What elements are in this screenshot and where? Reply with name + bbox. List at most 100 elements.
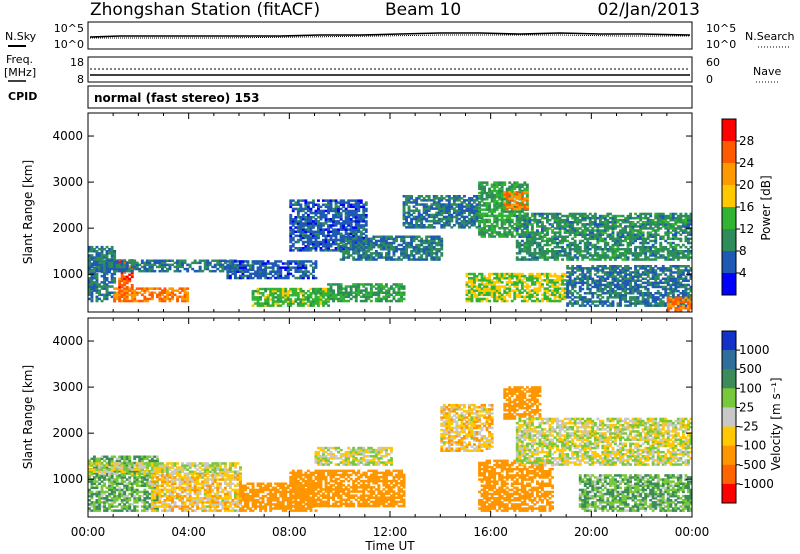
heatmap-cell	[133, 267, 137, 271]
heatmap-cell	[626, 250, 630, 253]
heatmap-cell	[377, 239, 381, 243]
heatmap-cell	[249, 276, 252, 280]
heatmap-cell	[329, 289, 333, 292]
heatmap-cell	[261, 272, 265, 276]
heatmap-cell	[445, 219, 449, 223]
heatmap-cell	[546, 295, 549, 299]
heatmap-cell	[412, 248, 416, 251]
heatmap-cell	[410, 235, 413, 238]
heatmap-cell	[420, 250, 424, 253]
heatmap-cell	[588, 277, 592, 280]
heatmap-cell	[556, 245, 559, 249]
heatmap-cell	[379, 289, 383, 292]
heatmap-cell	[473, 221, 476, 225]
heatmap-cell	[478, 222, 481, 226]
heatmap-cell	[264, 274, 268, 278]
heatmap-cell	[113, 279, 117, 282]
heatmap-cell	[379, 283, 383, 286]
heatmap-cell	[301, 266, 305, 269]
heatmap-cell	[644, 252, 648, 255]
heatmap-cell	[309, 296, 313, 299]
heatmap-cell	[256, 287, 260, 291]
heatmap-cell	[578, 281, 582, 285]
heatmap-cell	[317, 222, 320, 225]
heatmap-cell	[546, 256, 549, 259]
heatmap-cell	[548, 223, 552, 226]
heatmap-cell	[616, 283, 620, 287]
heatmap-cell	[619, 300, 622, 303]
heatmap-cell	[289, 304, 293, 307]
heatmap-cell	[558, 297, 562, 301]
heatmap-cell	[125, 291, 129, 294]
heatmap-cell	[296, 270, 300, 273]
heatmap-cell	[133, 261, 137, 265]
heatmap-cell	[123, 275, 127, 279]
heatmap-cell	[327, 304, 330, 307]
heatmap-cell	[246, 270, 250, 273]
heatmap-cell	[523, 221, 527, 224]
heatmap-cell	[407, 215, 411, 219]
heatmap-cell	[362, 224, 366, 227]
heatmap-cell	[571, 271, 575, 274]
heatmap-cell	[264, 298, 268, 301]
heatmap-cell	[495, 204, 499, 207]
heatmap-cell	[405, 221, 408, 225]
heatmap-cell	[568, 275, 572, 278]
heatmap-cell	[276, 260, 280, 263]
heatmap-cell	[276, 300, 280, 303]
heatmap-cell	[332, 238, 335, 242]
heatmap-cell	[588, 289, 592, 293]
heatmap-cell	[518, 258, 522, 261]
heatmap-cell	[503, 198, 507, 201]
heatmap-cell	[490, 272, 494, 276]
heatmap-cell	[435, 258, 439, 261]
heatmap-cell	[508, 279, 512, 282]
heatmap-cell	[631, 231, 635, 234]
heatmap-cell	[427, 199, 431, 202]
heatmap-cell	[138, 267, 142, 271]
heatmap-cell	[342, 239, 346, 243]
heatmap-cell	[558, 216, 562, 220]
heatmap-cell	[573, 300, 577, 303]
heatmap-cell	[256, 272, 260, 276]
heatmap-cell	[379, 248, 383, 251]
heatmap-cell	[289, 240, 293, 244]
heatmap-cell	[407, 201, 411, 204]
heatmap-cell	[103, 261, 106, 265]
heatmap-cell	[93, 261, 96, 265]
heatmap-cell	[641, 250, 645, 253]
heatmap-cell	[596, 225, 600, 228]
heatmap-cell	[362, 213, 366, 217]
heatmap-cell	[598, 285, 602, 289]
heatmap-cell	[520, 216, 524, 220]
heatmap-cell	[687, 256, 690, 259]
heatmap-cell	[357, 256, 361, 259]
heatmap-cell	[523, 297, 527, 301]
heatmap-cell	[123, 271, 127, 274]
heatmap-cell	[626, 248, 630, 251]
heatmap-cell	[598, 279, 602, 282]
heatmap-cell	[118, 287, 122, 290]
heatmap-cell	[671, 235, 675, 238]
heatmap-cell	[420, 258, 424, 261]
heatmap-cell	[299, 226, 303, 229]
heatmap-cell	[420, 219, 424, 223]
heatmap-cell	[120, 286, 124, 289]
heatmap-cell	[98, 248, 101, 251]
heatmap-cell	[95, 261, 99, 265]
heatmap-cell	[591, 258, 595, 261]
heatmap-cell	[631, 221, 635, 224]
heatmap-cell	[113, 297, 117, 301]
heatmap-cell	[629, 292, 632, 295]
heatmap-cell	[410, 221, 413, 225]
heatmap-cell	[276, 274, 280, 278]
heatmap-cell	[317, 287, 320, 291]
heatmap-cell	[500, 200, 504, 203]
heatmap-cell	[480, 185, 484, 189]
heatmap-cell	[558, 235, 562, 238]
heatmap-cell	[304, 211, 308, 215]
heatmap-cell	[344, 250, 348, 253]
heatmap-cell	[417, 219, 421, 223]
heatmap-cell	[312, 224, 315, 227]
heatmap-cell	[322, 300, 325, 303]
